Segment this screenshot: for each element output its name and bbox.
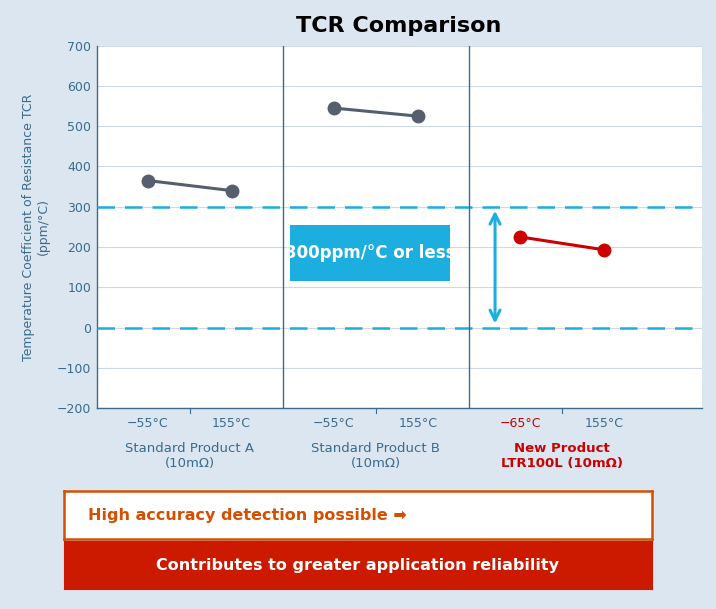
Bar bbox=[290, 225, 450, 281]
Text: 155°C: 155°C bbox=[398, 417, 437, 430]
Text: −55°C: −55°C bbox=[127, 417, 169, 430]
Text: Contributes to greater application reliability: Contributes to greater application relia… bbox=[157, 558, 559, 572]
Text: 300ppm/°C or less: 300ppm/°C or less bbox=[285, 244, 455, 262]
Text: High accuracy detection possible ➡: High accuracy detection possible ➡ bbox=[88, 508, 407, 523]
Text: 155°C: 155°C bbox=[584, 417, 624, 430]
Text: 155°C: 155°C bbox=[212, 417, 251, 430]
Text: −55°C: −55°C bbox=[313, 417, 355, 430]
Text: Standard Product B
(10mΩ): Standard Product B (10mΩ) bbox=[311, 443, 440, 471]
Text: New Product
LTR100L (10mΩ): New Product LTR100L (10mΩ) bbox=[501, 443, 623, 471]
Y-axis label: Temperature Coefficient of Resistance TCR
(ppm/°C): Temperature Coefficient of Resistance TC… bbox=[21, 93, 50, 361]
Text: Standard Product A
(10mΩ): Standard Product A (10mΩ) bbox=[125, 443, 254, 471]
Text: −65°C: −65°C bbox=[500, 417, 541, 430]
Title: TCR Comparison: TCR Comparison bbox=[296, 16, 502, 36]
